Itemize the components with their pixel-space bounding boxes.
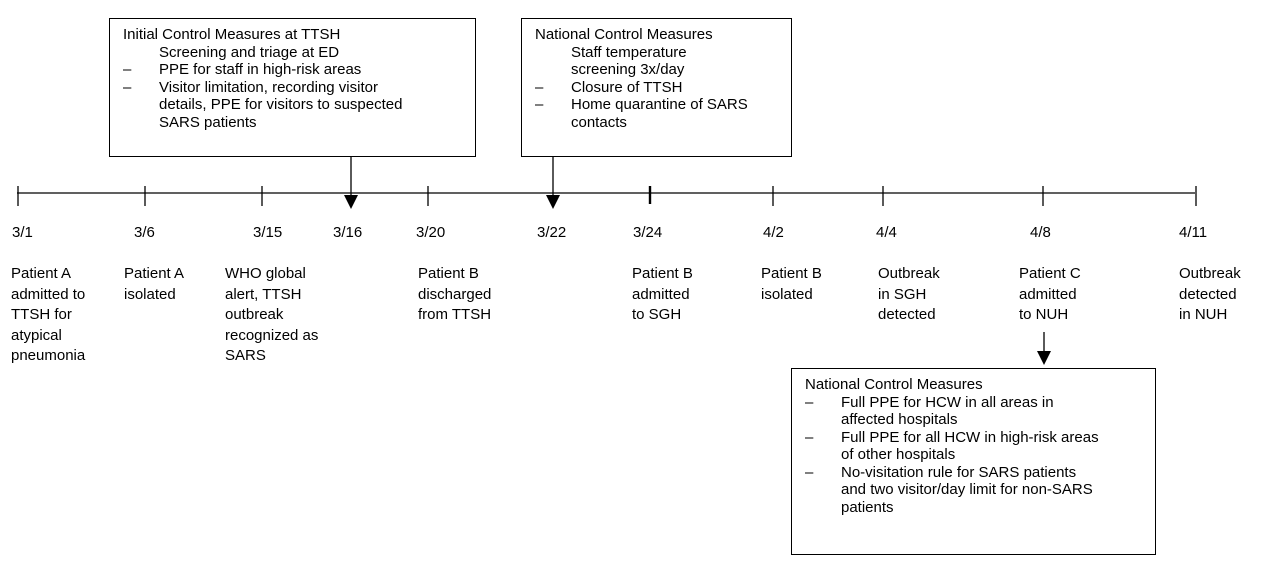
measure-line: Staff temperature [571, 43, 687, 61]
measure-item: – No-visitation rule for SARS patients a… [805, 464, 1145, 517]
box-title: Initial Control Measures at TTSH [123, 26, 341, 43]
measure-list: Staff temperature screening 3x/day – Clo… [535, 44, 781, 132]
event-line: detected [878, 306, 936, 323]
date-label: 4/4 [876, 224, 897, 241]
dash-bullet: – [123, 78, 132, 96]
event-line: WHO global [225, 265, 306, 282]
event-line: detected [1179, 285, 1237, 303]
measure-item: – Home quarantine of SARS contacts [535, 96, 781, 131]
event-description: Patient C admitted to NUH [1019, 264, 1081, 326]
national-control-measures-box-1: National Control Measures Staff temperat… [521, 18, 792, 157]
event-line: discharged [418, 285, 492, 303]
dash-bullet: – [805, 393, 814, 411]
event-line: TTSH for [11, 306, 72, 323]
event-line: Patient C [1019, 265, 1081, 282]
measure-line: Closure of TTSH [571, 78, 683, 96]
measure-item: – Full PPE for HCW in all areas in affec… [805, 394, 1145, 429]
event-description: Patient A isolated [124, 264, 184, 305]
event-line: recognized as [225, 326, 319, 344]
event-line: admitted [1019, 285, 1077, 303]
date-label: 3/16 [333, 224, 363, 241]
event-line: Outbreak [1179, 265, 1241, 282]
measure-line: of other hospitals [841, 446, 956, 463]
measure-item: Staff temperature screening 3x/day [535, 44, 781, 79]
arrow-4-8-to-national-measures [1037, 332, 1051, 365]
date-label: 3/15 [253, 224, 283, 241]
measure-line: SARS patients [159, 113, 257, 131]
event-description: Patient B admitted to SGH [632, 264, 693, 326]
measure-line: screening 3x/day [571, 61, 685, 78]
event-description: Outbreak in SGH detected [878, 264, 940, 326]
measure-item: – Closure of TTSH [535, 79, 781, 97]
event-description: WHO global alert, TTSH outbreak recognized … [225, 264, 318, 367]
event-line: admitted to [11, 285, 86, 303]
dash-bullet: – [535, 96, 544, 113]
event-line: atypical [11, 326, 62, 344]
measure-item: Screening and triage at ED [123, 44, 465, 62]
event-description: Outbreak detected in NUH [1179, 264, 1241, 326]
measure-item: – Visitor limitation, recording visitor … [123, 79, 465, 132]
arrow-national-measures-to-3-22 [546, 157, 560, 209]
measure-line: affected hospitals [841, 411, 958, 428]
measure-line: PPE for staff in high-risk areas [159, 61, 362, 78]
dash-bullet: – [123, 61, 132, 78]
event-line: isolated [761, 285, 813, 303]
date-label: 4/8 [1030, 224, 1051, 241]
event-line: Outbreak [878, 265, 940, 282]
event-line: pneumonia [11, 347, 86, 364]
measure-line: Visitor limitation, recording visitor [159, 78, 378, 96]
measure-line: No-visitation rule for SARS patients [841, 463, 1077, 481]
event-line: Patient A [124, 265, 185, 282]
event-line: isolated [124, 285, 176, 303]
event-line: Patient B [418, 265, 479, 282]
measure-line: Home quarantine of SARS [571, 96, 748, 113]
event-line: Patient B [761, 265, 822, 282]
measure-arrows [344, 157, 1051, 365]
event-line: in NUH [1179, 306, 1228, 323]
event-line: in SGH [878, 285, 927, 303]
event-line: Patient A [11, 265, 72, 282]
event-line: SARS [225, 347, 266, 364]
event-line: to SGH [632, 306, 682, 323]
timeline-ticks [17, 186, 1197, 206]
date-label: 3/24 [633, 224, 663, 241]
event-line: to NUH [1019, 306, 1069, 323]
measure-list: – Full PPE for HCW in all areas in affec… [805, 394, 1145, 517]
event-description: Patient A admitted to TTSH for atypical pneu… [11, 264, 85, 367]
date-label: 3/20 [416, 224, 446, 241]
box-title: National Control Measures [535, 26, 713, 43]
date-label: 3/22 [537, 224, 567, 241]
event-line: outbreak [225, 306, 284, 323]
arrow-initial-measures-to-3-16 [344, 157, 358, 209]
measure-line: details, PPE for visitors to suspected [159, 96, 403, 113]
event-line: Patient B [632, 265, 693, 282]
date-label: 3/6 [134, 224, 155, 241]
measure-line: and two visitor/day limit for non-SARS [841, 481, 1093, 498]
national-control-measures-box-2: National Control Measures – Full PPE for… [791, 368, 1156, 555]
box-title: National Control Measures [805, 376, 983, 393]
measure-line: contacts [571, 113, 627, 131]
initial-control-measures-box: Initial Control Measures at TTSH Screeni… [109, 18, 476, 157]
event-description: Patient B discharged from TTSH [418, 264, 491, 326]
dash-bullet: – [805, 463, 814, 481]
measure-line: patients [841, 498, 894, 516]
measure-list: Screening and triage at ED – PPE for sta… [123, 44, 465, 132]
dash-bullet: – [535, 78, 544, 96]
measure-line: Screening and triage at ED [159, 43, 340, 61]
measure-line: Full PPE for HCW in all areas in [841, 393, 1054, 411]
date-label: 4/11 [1179, 224, 1208, 241]
event-line: from TTSH [418, 306, 492, 323]
measure-line: Full PPE for all HCW in high-risk areas [841, 428, 1099, 446]
date-label: 4/2 [763, 224, 784, 241]
dash-bullet: – [805, 428, 814, 446]
measure-item: – Full PPE for all HCW in high-risk area… [805, 429, 1145, 464]
date-label: 3/1 [12, 224, 33, 241]
event-line: alert, TTSH [225, 285, 302, 303]
event-description: Patient B isolated [761, 264, 822, 305]
measure-item: – PPE for staff in high-risk areas [123, 61, 465, 79]
event-line: admitted [632, 285, 690, 303]
